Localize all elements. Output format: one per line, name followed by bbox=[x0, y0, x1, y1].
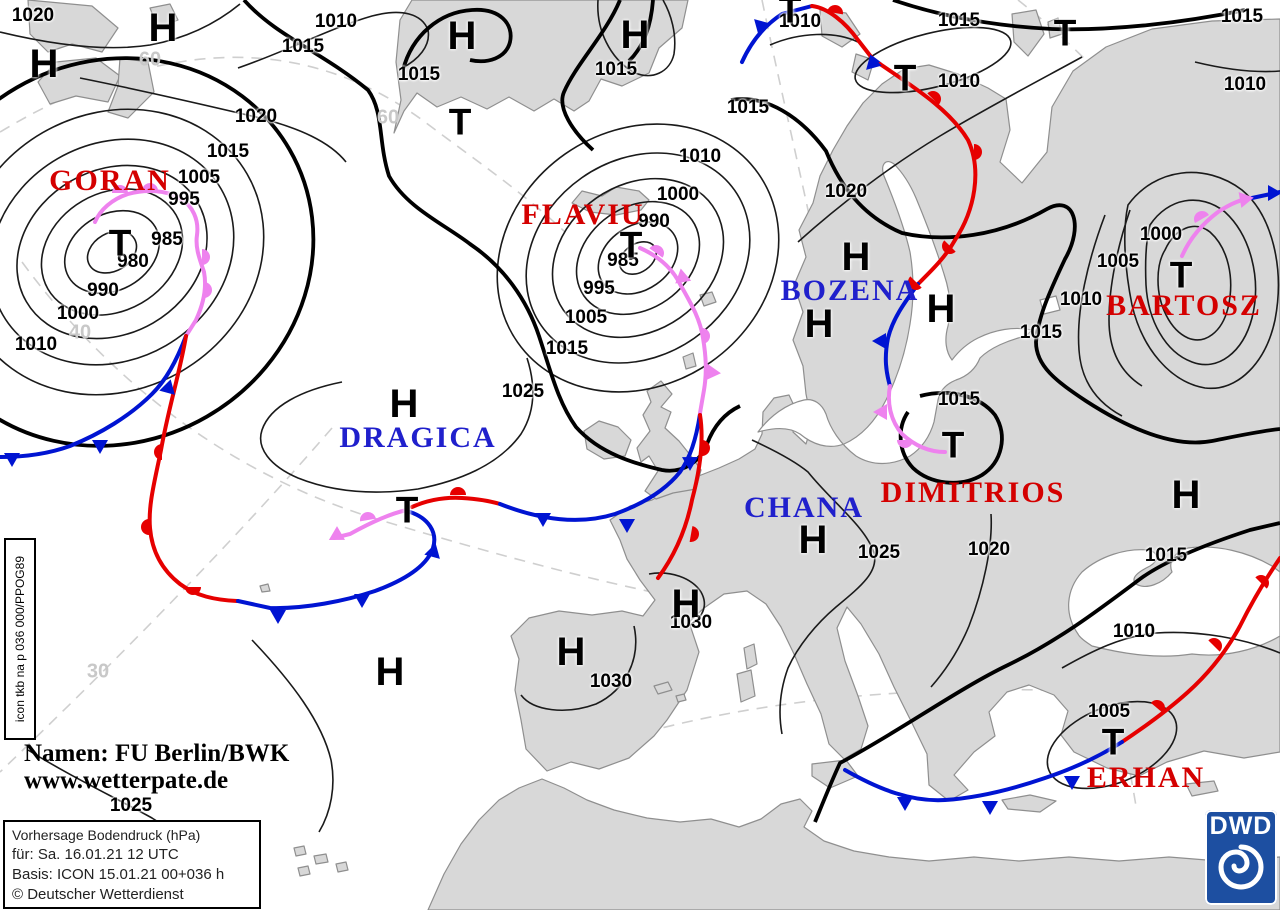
isobars bbox=[0, 0, 1280, 873]
warm-front bbox=[810, 4, 874, 60]
corsica bbox=[743, 643, 758, 670]
dwd-spiral-icon bbox=[1218, 844, 1264, 890]
legend-box: Vorhersage Bodendruck (hPa) für: Sa. 16.… bbox=[3, 820, 261, 909]
legend-valid-time: für: Sa. 16.01.21 12 UTC bbox=[12, 846, 179, 863]
credit-website: www.wetterpate.de bbox=[24, 767, 229, 794]
arctic-islands bbox=[27, 0, 119, 53]
legend-title: Vorhersage Bodendruck (hPa) bbox=[12, 827, 201, 843]
product-code-box: icon tkb na p 036 000/PPOG89 bbox=[4, 538, 36, 740]
legend-copyright: © Deutscher Wetterdienst bbox=[12, 886, 184, 903]
svalbard bbox=[819, 9, 861, 48]
cyprus bbox=[1185, 780, 1219, 797]
product-code-text: icon tkb na p 036 000/PPOG89 bbox=[13, 555, 27, 723]
crete bbox=[1001, 794, 1057, 813]
dwd-logo: DWD bbox=[1205, 810, 1277, 905]
dwd-logo-text: DWD bbox=[1209, 812, 1273, 840]
front-markers bbox=[4, 5, 1280, 815]
legend-model-basis: Basis: ICON 15.01.21 00+036 h bbox=[12, 866, 225, 883]
baltic-sea bbox=[757, 161, 1033, 465]
black-sea bbox=[1068, 546, 1280, 657]
cold-front bbox=[740, 4, 814, 64]
occluded-front bbox=[886, 384, 947, 454]
sardinia bbox=[736, 669, 756, 703]
landmasses bbox=[27, 0, 1280, 910]
credit-text: Namen: FU Berlin/BWK www.wetterpate.de bbox=[24, 740, 289, 794]
iceland bbox=[571, 186, 650, 216]
ireland bbox=[583, 420, 632, 460]
north-africa bbox=[427, 778, 1280, 910]
credit-namen: Namen: FU Berlin/BWK bbox=[24, 740, 290, 767]
greenland bbox=[393, 0, 689, 134]
